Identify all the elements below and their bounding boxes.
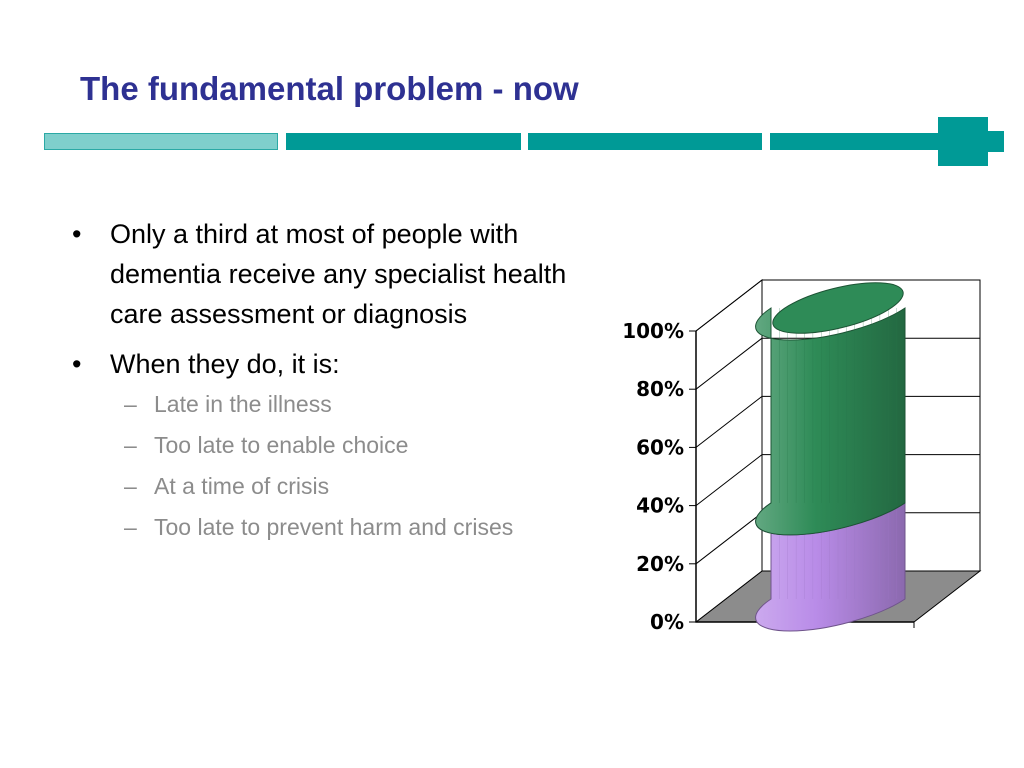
- bullet-dot: •: [72, 219, 82, 249]
- gridline: [695, 512, 763, 565]
- sub-bullet-dash: –: [124, 391, 137, 417]
- sub-bullet-text: Too late to prevent harm and crises: [154, 514, 514, 540]
- chart-side-wall: [695, 278, 763, 624]
- y-tick-label: 0%: [650, 610, 684, 634]
- y-tick-label: 100%: [622, 319, 684, 343]
- bullet-text: When they do, it is:: [110, 349, 340, 379]
- header-divider-segment: [528, 133, 762, 150]
- y-tick-label: 20%: [636, 552, 684, 576]
- bullet-dot: •: [72, 349, 82, 379]
- sub-bullet-item: – Too late to enable choice: [72, 425, 592, 466]
- sub-bullet-text: Too late to enable choice: [154, 432, 409, 458]
- header-divider-end-block: [938, 131, 1004, 152]
- bullet-item: • Only a third at most of people with de…: [72, 214, 592, 334]
- cylinder-segment: [755, 307, 906, 536]
- header-divider-segment: [770, 133, 990, 150]
- sub-bullet-text: Late in the illness: [154, 391, 332, 417]
- sub-bullet-dash: –: [124, 473, 137, 499]
- y-tick-label: 60%: [636, 435, 684, 459]
- sub-bullet-text: At a time of crisis: [154, 473, 330, 499]
- y-tick-label: 40%: [636, 494, 684, 518]
- cylinder-top-cap: [772, 282, 904, 334]
- gridline: [695, 337, 763, 390]
- bullet-text: Only a third at most of people with deme…: [110, 219, 567, 329]
- gridline: [695, 454, 763, 506]
- sub-bullet-item: – Late in the illness: [72, 384, 592, 425]
- header-divider-segment: [44, 133, 278, 150]
- y-tick-label: 80%: [636, 377, 684, 401]
- gridline: [695, 279, 763, 332]
- sub-bullet-dash: –: [124, 432, 137, 458]
- bullet-item: • When they do, it is:: [72, 344, 592, 384]
- sub-bullet-dash: –: [124, 514, 137, 540]
- header-divider-segment: [286, 133, 521, 150]
- gridline: [695, 396, 763, 448]
- slide-title: The fundamental problem - now: [80, 70, 579, 107]
- sub-bullet-item: – At a time of crisis: [72, 466, 592, 507]
- sub-bullet-item: – Too late to prevent harm and crises: [72, 507, 592, 548]
- bullet-list: • Only a third at most of people with de…: [72, 214, 592, 548]
